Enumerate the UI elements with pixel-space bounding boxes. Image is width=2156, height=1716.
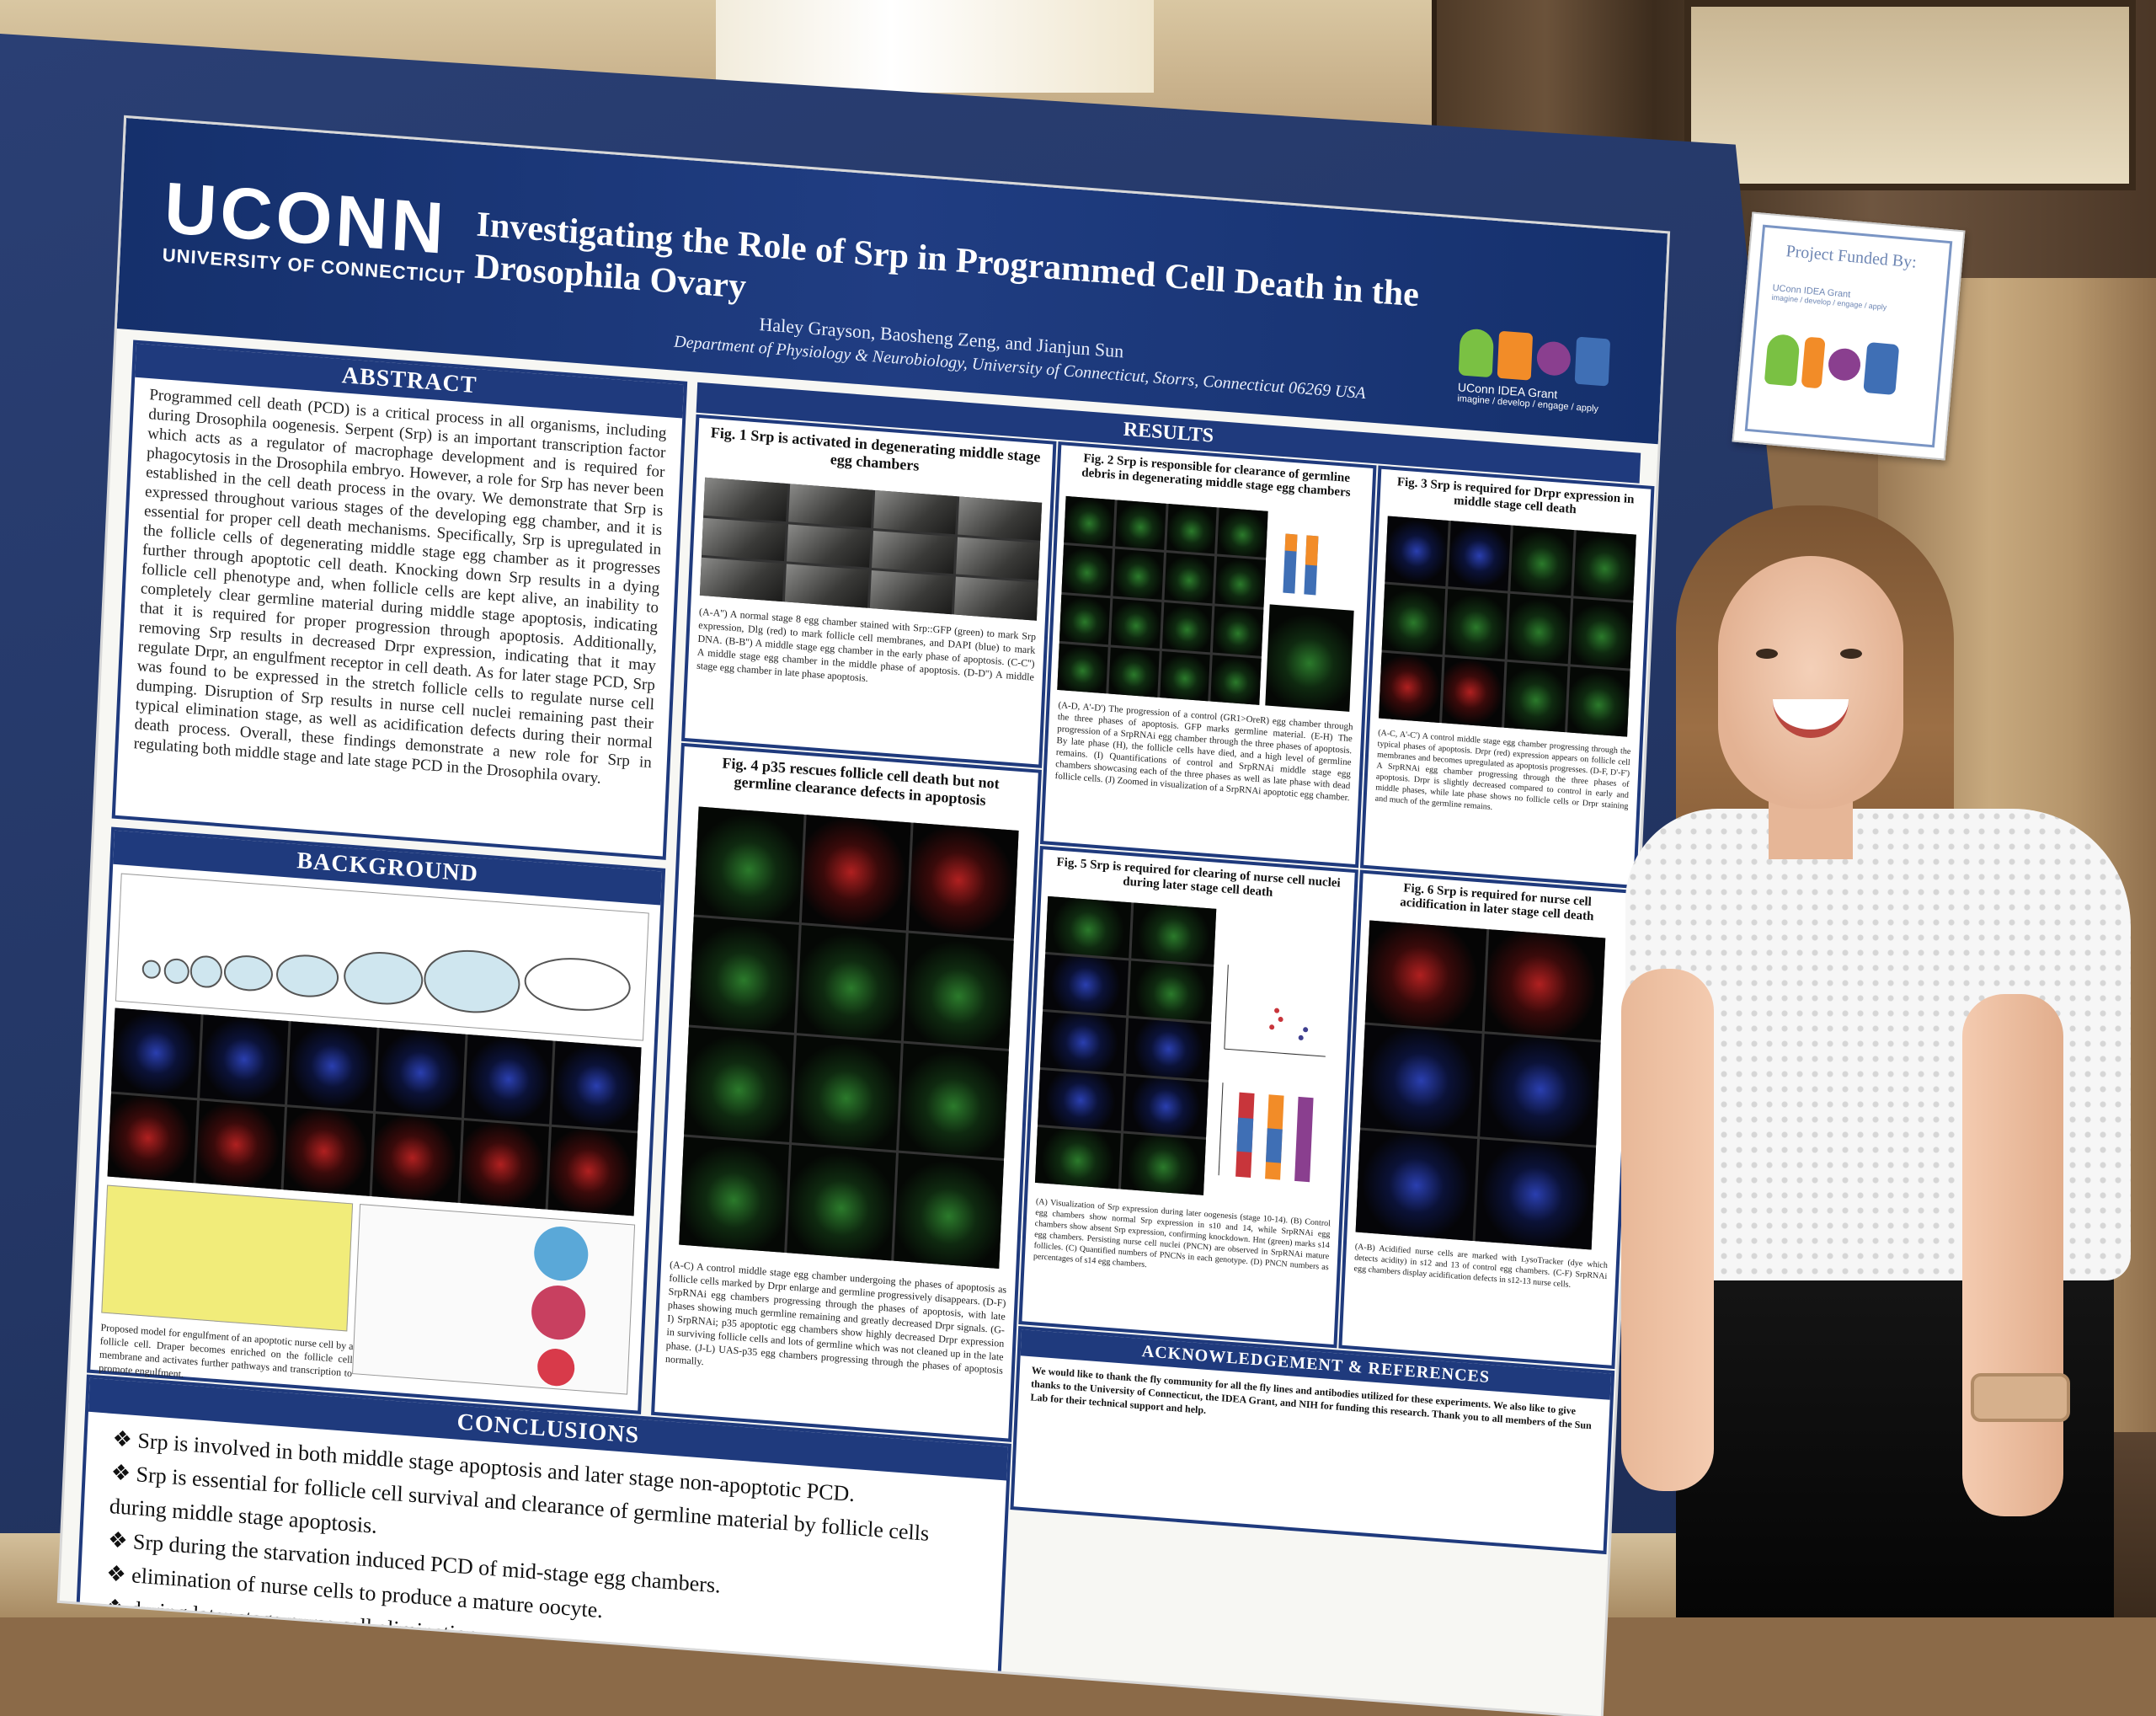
presenter-left-eye [1756, 649, 1778, 659]
figure-4: Fig. 4 p35 rescues follicle cell death b… [651, 742, 1042, 1442]
fig5-pncn-chart [1218, 965, 1326, 1183]
pencil-icon [1801, 336, 1826, 389]
funded-by-card: Project Funded By: UConn IDEA Grant imag… [1732, 211, 1966, 461]
cabinet-panel [1684, 0, 2136, 190]
fig2-zoom-image [1265, 604, 1354, 712]
fig2-images [1057, 495, 1268, 705]
nurse-cell-death-diagram [352, 1204, 636, 1395]
fig3-caption: (A-C, A'-C') A control middle stage egg … [1374, 728, 1631, 813]
fig4-caption: (A-C) A control middle stage egg chamber… [664, 1258, 1007, 1377]
acidification-svg [531, 1227, 589, 1387]
fig5-images [1034, 895, 1217, 1195]
fig5-caption: (A) Visualization of Srp expression duri… [1033, 1197, 1331, 1273]
figure-6: Fig. 6 Srp is required for nurse cell ac… [1338, 869, 1636, 1370]
figure-5: Fig. 5 Srp is required for clearing of n… [1018, 846, 1358, 1349]
window-light [716, 0, 1154, 93]
uconn-logo: UCONN UNIVERSITY OF CONNECTICUT [162, 168, 469, 289]
apoptosis-phase-images [107, 1008, 642, 1216]
clipboard-icon [1574, 336, 1611, 387]
abstract-section: ABSTRACT Programmed cell death (PCD) is … [111, 339, 688, 860]
figure-3: Fig. 3 Srp is required for Drpr expressi… [1359, 465, 1655, 890]
gear-icon [1535, 340, 1572, 377]
idea-grant-logo: UConn IDEA Grant imagine / develop / eng… [1457, 328, 1646, 418]
presenter-right-arm [1962, 994, 2063, 1516]
fig4-images [679, 806, 1019, 1270]
figure-1: Fig. 1 Srp is activated in degenerating … [681, 414, 1057, 768]
lightbulb-icon [1458, 328, 1495, 378]
engulfment-model-diagram [101, 1184, 354, 1332]
watch-icon [1971, 1373, 2070, 1422]
presenter-right-eye [1840, 649, 1862, 659]
oogenesis-diagram [115, 873, 649, 1041]
presenter-left-arm [1621, 969, 1714, 1491]
gear-icon [1827, 347, 1862, 382]
figure-2: Fig. 2 Srp is responsible for clearance … [1039, 441, 1377, 869]
research-poster: UCONN UNIVERSITY OF CONNECTICUT Investig… [59, 118, 1668, 1716]
fig6-images [1355, 920, 1606, 1250]
abstract-text: Programmed cell death (PCD) is a critica… [133, 386, 667, 788]
fig1-images [699, 477, 1043, 621]
lightbulb-icon [1764, 333, 1801, 387]
egg-chamber-stages-svg [141, 949, 631, 1013]
clipboard-icon [1863, 341, 1900, 396]
fig2-caption: (A-D, A'-D') The progression of a contro… [1054, 700, 1353, 804]
fig3-images [1379, 516, 1636, 737]
fig2-quantification-chart [1283, 533, 1319, 596]
presenter-face [1718, 556, 1903, 809]
pencil-icon [1497, 330, 1534, 381]
background-section: BACKGROUND P [87, 826, 666, 1414]
results-title: RESULTS [1123, 418, 1214, 447]
